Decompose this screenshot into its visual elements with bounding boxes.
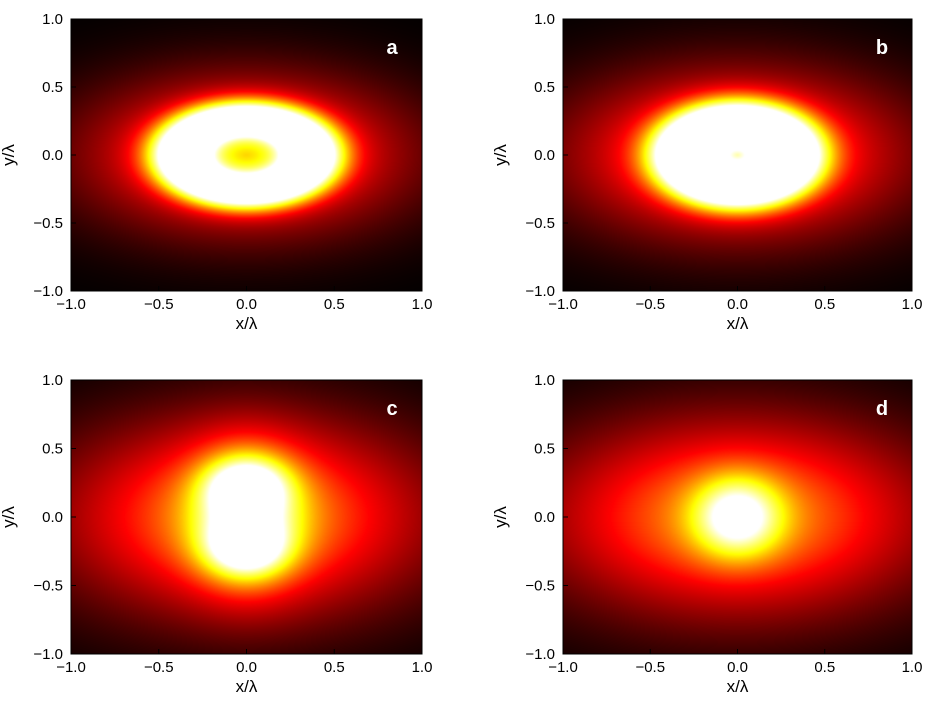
panel-label: b: [876, 37, 888, 59]
y-tick-label: 0.0: [42, 147, 63, 164]
y-tick-label: 1.0: [534, 11, 555, 28]
y-tick-label: −1.0: [525, 283, 555, 300]
y-axis-label: y/λ: [491, 144, 510, 166]
y-tick-label: −0.5: [525, 215, 555, 232]
y-tick-label: 0.0: [534, 509, 555, 526]
y-tick-label: 0.0: [534, 147, 555, 164]
panel-label: d: [876, 398, 888, 420]
x-axis-label: x/λ: [236, 314, 258, 333]
panel-d: −1.0 −0.5 0.0 0.5 1.0 −1.0 −0.5 0.0 0.5 1.0 x/λ y/λ…: [491, 372, 922, 696]
y-tick-label: −0.5: [525, 578, 555, 595]
panel-a: −1.0 −0.5 0.0 0.5 1.0 −1.0 −0.5 0.0 0.5 1.0 x/λ y/λ…: [0, 11, 432, 333]
y-tick-label: 0.5: [534, 441, 555, 458]
x-tick-label: 0.5: [324, 659, 345, 676]
x-tick-label: 1.0: [902, 659, 923, 676]
x-tick-label: −0.5: [144, 296, 174, 313]
y-tick-label: 1.0: [534, 372, 555, 389]
x-tick-label: 0.0: [727, 659, 748, 676]
y-tick-label: 0.5: [42, 441, 63, 458]
y-tick-label: −1.0: [33, 283, 63, 300]
y-tick-label: −0.5: [33, 578, 63, 595]
panel-label: a: [386, 37, 398, 59]
x-tick-label: 0.5: [324, 296, 345, 313]
panel-c: −1.0 −0.5 0.0 0.5 1.0 −1.0 −0.5 0.0 0.5 1.0 x/λ y/λ…: [0, 372, 432, 696]
x-axis-label: x/λ: [727, 314, 749, 333]
y-tick-label: 1.0: [42, 11, 63, 28]
heatmap-image: [563, 380, 912, 654]
x-tick-label: −1.0: [548, 659, 578, 676]
x-tick-label: −1.0: [56, 296, 86, 313]
y-tick-label: 0.5: [42, 79, 63, 96]
x-tick-label: 0.0: [236, 296, 257, 313]
y-tick-label: −1.0: [525, 646, 555, 663]
x-tick-label: 0.0: [727, 296, 748, 313]
y-tick-label: −0.5: [33, 215, 63, 232]
x-tick-label: 0.5: [814, 296, 835, 313]
panel-b: −1.0 −0.5 0.0 0.5 1.0 −1.0 −0.5 0.0 0.5 1.0 x/λ y/λ…: [491, 11, 922, 333]
x-tick-label: 0.0: [236, 659, 257, 676]
y-tick-label: 0.5: [534, 79, 555, 96]
x-tick-label: −0.5: [635, 296, 665, 313]
x-tick-label: 0.5: [814, 659, 835, 676]
x-tick-label: 1.0: [902, 296, 923, 313]
y-axis-label: y/λ: [491, 506, 510, 528]
x-tick-label: −0.5: [635, 659, 665, 676]
heatmap-image: [563, 19, 912, 291]
heatmap-image: [71, 19, 422, 291]
x-axis-label: x/λ: [236, 677, 258, 696]
x-tick-label: 1.0: [412, 296, 433, 313]
y-tick-label: −1.0: [33, 646, 63, 663]
y-tick-label: 0.0: [42, 509, 63, 526]
panel-label: c: [386, 398, 397, 420]
x-axis-label: x/λ: [727, 677, 749, 696]
x-tick-label: −1.0: [56, 659, 86, 676]
y-tick-label: 1.0: [42, 372, 63, 389]
x-tick-label: −0.5: [144, 659, 174, 676]
x-tick-label: 1.0: [412, 659, 433, 676]
y-axis-label: y/λ: [0, 144, 18, 166]
x-tick-label: −1.0: [548, 296, 578, 313]
heatmap-image: [71, 380, 422, 654]
y-axis-label: y/λ: [0, 506, 18, 528]
